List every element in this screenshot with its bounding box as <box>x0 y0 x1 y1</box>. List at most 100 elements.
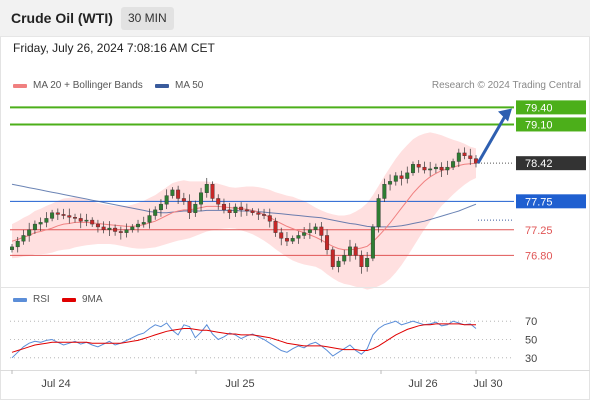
candle-down <box>416 164 421 168</box>
candle-up <box>302 232 307 236</box>
candle-down <box>468 155 473 159</box>
candle-down <box>239 206 244 211</box>
candle-up <box>382 184 387 199</box>
rsi-tick-30: 30 <box>525 353 537 365</box>
candle-down <box>90 219 95 225</box>
rsi-tick-70: 70 <box>525 316 537 328</box>
candle-up <box>136 223 140 228</box>
candle-up <box>153 209 158 216</box>
legend-rsi: RSI <box>13 294 50 305</box>
candle-down <box>67 215 72 218</box>
candle-down <box>284 238 289 242</box>
candle-up <box>10 246 14 250</box>
candle-down <box>95 223 100 228</box>
legend-ma50: MA 50 <box>155 80 203 91</box>
time-tick-label: Jul 26 <box>408 378 437 390</box>
rsi-line <box>11 320 477 359</box>
candle-down <box>216 198 221 205</box>
candle-down <box>187 201 192 213</box>
level-label-77-25: 77.25 <box>525 225 553 237</box>
candle-up <box>199 192 204 205</box>
candle-up <box>44 218 49 223</box>
candle-up <box>290 238 295 242</box>
candle-down <box>439 166 444 171</box>
candle-up <box>158 203 163 211</box>
candle-down <box>61 214 66 216</box>
candle-up <box>411 164 415 174</box>
candle-down <box>262 214 267 216</box>
candle-up <box>164 195 169 205</box>
candle-up <box>376 198 381 228</box>
candle-up <box>451 161 456 168</box>
legend-ma20: MA 20 + Bollinger Bands <box>13 80 143 91</box>
candle-up <box>21 235 26 242</box>
instrument-title: Crude Oil (WTI) <box>11 10 113 26</box>
candle-down <box>78 218 83 222</box>
candle-down <box>330 249 335 267</box>
rsi-tick-50: 50 <box>525 335 537 347</box>
legend-ma50-swatch <box>155 83 169 88</box>
candle-up <box>388 181 393 185</box>
ma20-line <box>11 162 477 251</box>
candle-up <box>348 246 352 256</box>
level-label-76-80: 76.80 <box>525 250 553 262</box>
legend-9ma-label: 9MA <box>82 294 103 305</box>
time-tick-label: Jul 30 <box>473 378 502 390</box>
candle-down <box>359 255 364 267</box>
candle-up <box>170 189 175 196</box>
candle-up <box>32 223 37 230</box>
candle-up <box>141 222 146 225</box>
candle-up <box>313 226 318 230</box>
legend-9ma-swatch <box>62 297 76 302</box>
legend-rsi-swatch <box>13 297 27 302</box>
candle-down <box>227 209 232 213</box>
level-tag-text-79-10: 79.10 <box>525 119 553 131</box>
candle-down <box>221 203 226 211</box>
level-tag-79-10 <box>516 117 586 132</box>
candle-up <box>124 229 129 233</box>
candle-down <box>113 227 118 232</box>
time-tick-label: Jul 24 <box>41 378 70 390</box>
candle-down <box>250 210 255 213</box>
candle-down <box>55 212 60 215</box>
candle-up <box>130 226 135 230</box>
candle-down <box>273 221 278 233</box>
level-tag-text-78-42: 78.42 <box>525 158 553 170</box>
candle-up <box>193 203 198 213</box>
candle-down <box>422 166 427 171</box>
level-tag-text-79-40: 79.40 <box>525 102 553 114</box>
legend-ma50-label: MA 50 <box>175 80 204 91</box>
legend-ma20-label: MA 20 + Bollinger Bands <box>33 80 143 91</box>
interval-button[interactable]: 30 MIN <box>121 7 174 30</box>
candle-up <box>204 184 209 193</box>
candle-down <box>244 209 249 212</box>
candle-up <box>365 258 370 267</box>
candle-up <box>27 229 32 236</box>
candle-up <box>428 168 433 171</box>
candle-up <box>84 219 89 222</box>
legend-9ma: 9MA <box>62 294 103 305</box>
level-tag-77-75 <box>516 194 586 209</box>
datetime-label: Friday, July 26, 2024 7:08:16 AM CET <box>13 41 215 55</box>
candle-up <box>405 172 410 179</box>
candle-down <box>256 212 261 215</box>
candle-up <box>107 227 112 230</box>
time-tick-label: Jul 25 <box>225 378 254 390</box>
level-tag-79-40 <box>516 100 586 115</box>
legend-ma20-swatch <box>13 83 27 88</box>
candle-up <box>445 166 450 171</box>
candle-down <box>176 189 181 199</box>
candle-down <box>181 198 186 202</box>
ma50-line <box>11 183 477 228</box>
candle-down <box>118 231 123 233</box>
candle-up <box>336 260 341 267</box>
candle-down <box>399 175 404 179</box>
candle-down <box>73 217 77 219</box>
credit-label: Research © 2024 Trading Central <box>431 80 581 91</box>
candle-down <box>462 152 467 156</box>
candle-up <box>15 240 20 248</box>
candle-up <box>147 215 152 223</box>
target-arrow-head <box>498 108 512 122</box>
candle-down <box>101 226 106 230</box>
